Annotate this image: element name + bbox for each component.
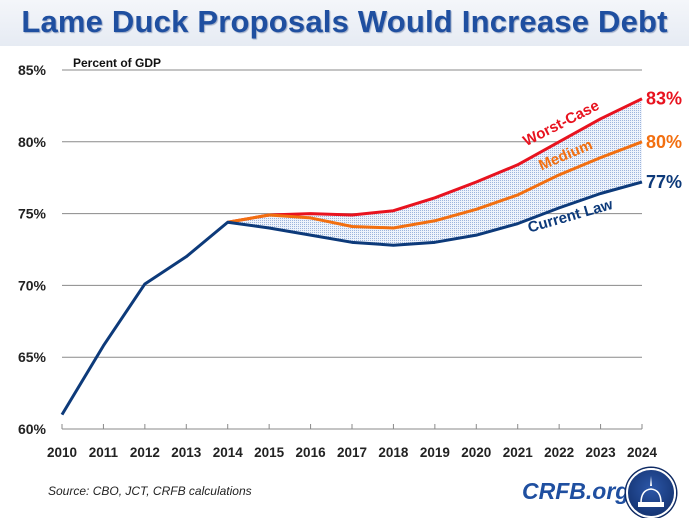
x-tick-label: 2019: [420, 445, 450, 460]
y-tick-label: 80%: [18, 134, 47, 150]
x-tick-label: 2014: [213, 445, 244, 460]
end-label: 77%: [646, 172, 682, 192]
x-tick-label: 2020: [461, 445, 491, 460]
x-tick-label: 2017: [337, 445, 367, 460]
x-tick-label: 2013: [171, 445, 202, 460]
x-tick-label: 2021: [503, 445, 534, 460]
x-tick-label: 2016: [296, 445, 327, 460]
x-tick-label: 2024: [627, 445, 658, 460]
x-tick-label: 2015: [254, 445, 285, 460]
x-tick-label: 2023: [586, 445, 617, 460]
brand-logo-text: CRFB.org: [522, 478, 629, 505]
x-tick-label: 2011: [89, 445, 119, 460]
y-axis-label: Percent of GDP: [73, 56, 161, 70]
y-tick-label: 65%: [18, 349, 47, 365]
x-tick-label: 2018: [378, 445, 409, 460]
x-tick-label: 2012: [130, 445, 160, 460]
x-tick-label: 2010: [47, 445, 77, 460]
end-label: 80%: [646, 132, 682, 152]
y-tick-label: 85%: [18, 62, 47, 78]
y-tick-label: 70%: [18, 277, 47, 293]
y-tick-label: 60%: [18, 421, 47, 437]
y-tick-label: 75%: [18, 206, 47, 222]
end-label: 83%: [646, 89, 682, 109]
capitol-seal-icon: [626, 468, 676, 518]
x-tick-label: 2022: [544, 445, 574, 460]
source-note: Source: CBO, JCT, CRFB calculations: [48, 484, 252, 498]
